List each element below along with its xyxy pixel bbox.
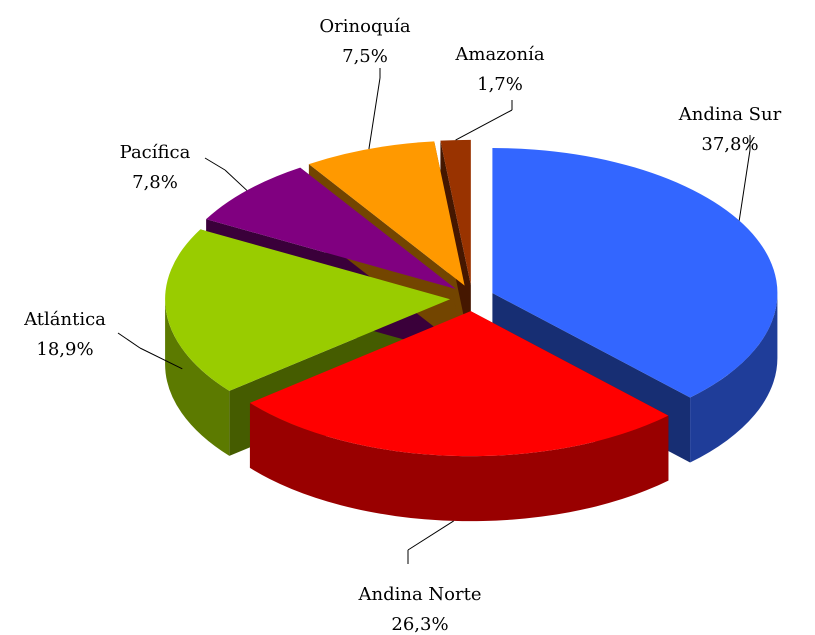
slice-label: Andina Sur: [678, 104, 782, 125]
slice-label: Orinoquía: [319, 16, 410, 37]
pie-slice: [492, 148, 778, 398]
leader-line: [117, 332, 141, 349]
leader-line: [368, 77, 381, 150]
slice-label: Pacífica: [120, 142, 191, 163]
slice-value-label: 1,7%: [477, 74, 523, 95]
slice-label: Atlántica: [23, 309, 106, 330]
pie-slice: [165, 229, 451, 391]
leader-line: [407, 520, 454, 551]
slice-side: [249, 402, 669, 522]
leader-line: [139, 347, 183, 370]
leader-line: [224, 169, 248, 191]
slice-value-label: 7,5%: [342, 46, 388, 67]
pie-slice: [308, 141, 465, 286]
slice-fronts: [165, 293, 778, 522]
slice-value-label: 37,8%: [701, 134, 758, 155]
leader-line: [738, 149, 751, 221]
pie-slice: [440, 139, 471, 285]
slice-side: [690, 293, 778, 463]
pie-slice: [249, 311, 669, 457]
pie-slice: [206, 167, 456, 290]
slice-value-label: 7,8%: [132, 172, 178, 193]
slice-side: [165, 299, 230, 456]
slice-tops: [165, 139, 778, 457]
slice-label: Andina Norte: [358, 584, 482, 605]
leader-line: [204, 157, 226, 171]
slice-value-label: 26,3%: [391, 614, 448, 635]
slice-value-label: 18,9%: [36, 339, 93, 360]
slice-label: Amazonía: [454, 44, 544, 65]
leader-line: [455, 109, 513, 141]
